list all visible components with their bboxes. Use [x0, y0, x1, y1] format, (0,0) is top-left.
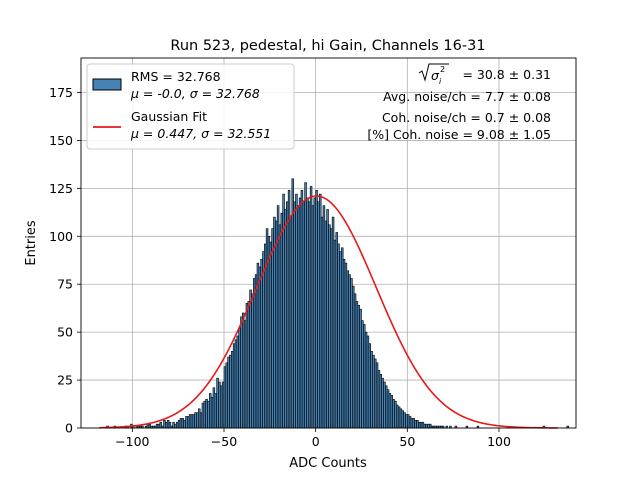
y-tick-label: 50	[57, 325, 73, 340]
histogram-bars	[106, 178, 569, 429]
svg-text:i: i	[439, 77, 442, 86]
noise-annotations: σ i 2 = 30.8 ± 0.31 Avg. noise/ch = 7.7 …	[367, 63, 551, 142]
y-tick-label: 25	[57, 373, 73, 388]
legend-fit-label: Gaussian Fit	[131, 109, 207, 124]
x-tick-label: −100	[115, 434, 149, 449]
legend: RMS = 32.768 μ = -0.0, σ = 32.768 Gaussi…	[86, 63, 295, 150]
legend-histogram-swatch	[92, 78, 122, 91]
gaussian-fit-line	[99, 195, 558, 429]
x-tick-label: 50	[399, 434, 415, 449]
y-tick-label: 100	[49, 229, 73, 244]
x-tick-label: 0	[312, 434, 320, 449]
svg-text:σ: σ	[431, 68, 440, 83]
annotation-coh-noise-percent: [%] Coh. noise = 9.08 ± 1.05	[367, 127, 551, 142]
x-axis-ticks: −100 −50 0 50 100	[115, 428, 511, 449]
svg-text:2: 2	[440, 65, 445, 74]
x-tick-label: −50	[211, 434, 237, 449]
y-tick-label: 125	[49, 181, 73, 196]
legend-fit-stats: μ = 0.447, σ = 32.551	[130, 126, 271, 141]
y-tick-label: 150	[49, 133, 73, 148]
y-axis-ticks: 0 25 50 75 100 125 150 175	[49, 85, 81, 436]
y-tick-label: 175	[49, 85, 73, 100]
y-axis-label: Entries	[24, 220, 39, 266]
x-tick-label: 100	[487, 434, 511, 449]
annotation-sqrt-sigma: = 30.8 ± 0.31	[462, 67, 551, 82]
y-tick-label: 0	[65, 421, 73, 436]
chart-title: Run 523, pedestal, hi Gain, Channels 16-…	[170, 38, 485, 54]
x-axis-label: ADC Counts	[289, 456, 367, 471]
annotation-avg-noise: Avg. noise/ch = 7.7 ± 0.08	[383, 89, 551, 104]
y-tick-label: 75	[57, 277, 73, 292]
legend-box	[86, 63, 295, 150]
legend-histogram-stats: μ = -0.0, σ = 32.768	[130, 86, 260, 101]
plot-frame	[80, 57, 577, 429]
sqrt-sigma-symbol: σ i 2	[418, 63, 449, 86]
legend-histogram-label: RMS = 32.768	[131, 69, 221, 84]
annotation-coh-noise: Coh. noise/ch = 0.7 ± 0.08	[382, 110, 551, 125]
